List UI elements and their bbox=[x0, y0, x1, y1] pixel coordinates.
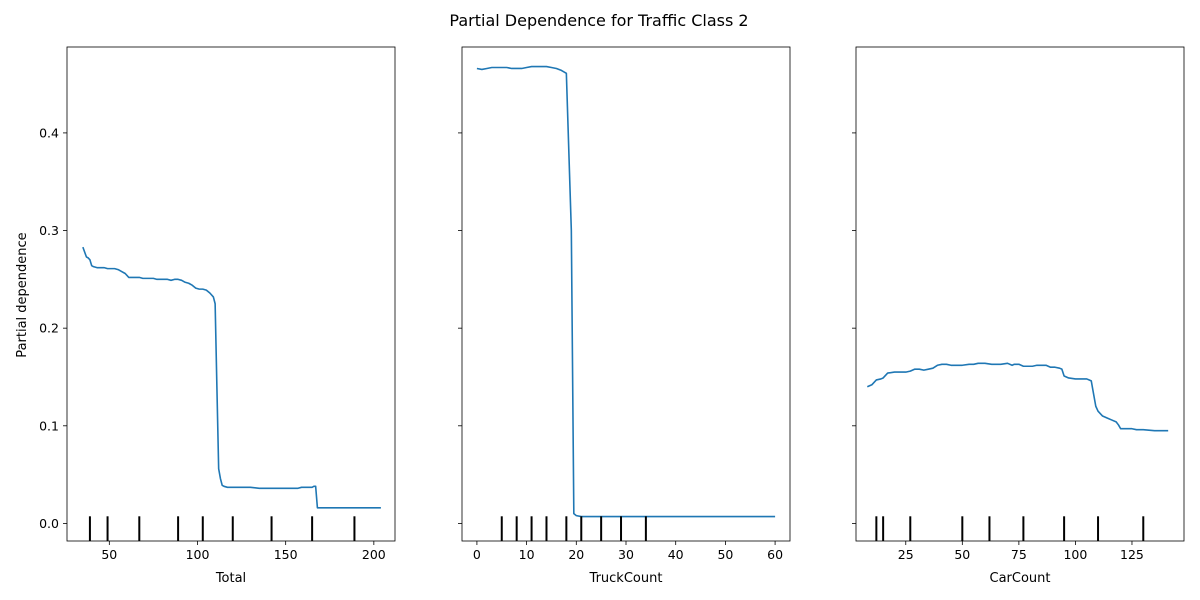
x-tick-label: 25 bbox=[898, 547, 914, 562]
x-tick-label: 10 bbox=[519, 547, 535, 562]
y-tick-label: 0.4 bbox=[39, 125, 59, 140]
x-tick-label: 30 bbox=[618, 547, 634, 562]
x-axis-label: Total bbox=[215, 571, 246, 586]
x-tick-label: 75 bbox=[1011, 547, 1027, 562]
axes-frame bbox=[66, 46, 396, 542]
x-axis-label: CarCount bbox=[990, 571, 1051, 586]
y-tick-label: 0.2 bbox=[39, 321, 59, 336]
subplot-carcount: 25 50 75 100 125 CarCount bbox=[852, 46, 1185, 586]
x-tick-label: 100 bbox=[186, 547, 210, 562]
subplot-truckcount: 0 10 20 30 40 50 60 TruckCount bbox=[458, 46, 791, 586]
y-tick-label: 0.3 bbox=[39, 223, 59, 238]
x-tick-label: 125 bbox=[1120, 547, 1144, 562]
pd-line bbox=[866, 362, 1169, 432]
subplot-group: 50 100 150 200 Total 0.0 0.1 0.2 0.3 0.4 0 10 20 30 40… bbox=[39, 46, 1185, 586]
y-tick-label: 0.1 bbox=[39, 418, 59, 433]
subplot-total: 50 100 150 200 Total 0.0 0.1 0.2 0.3 0.4 bbox=[39, 46, 396, 586]
x-tick-label: 150 bbox=[274, 547, 298, 562]
x-tick-label: 50 bbox=[954, 547, 970, 562]
x-tick-label: 100 bbox=[1063, 547, 1087, 562]
x-tick-label: 40 bbox=[668, 547, 684, 562]
x-tick-label: 20 bbox=[568, 547, 584, 562]
y-axis-label: Partial dependence bbox=[15, 232, 30, 357]
x-tick-label: 200 bbox=[362, 547, 386, 562]
x-axis-label: TruckCount bbox=[589, 571, 663, 586]
pd-line bbox=[476, 65, 776, 518]
axes-frame bbox=[855, 46, 1185, 542]
pd-line bbox=[82, 246, 381, 509]
x-tick-label: 60 bbox=[767, 547, 783, 562]
y-tick-label: 0.0 bbox=[39, 516, 59, 531]
x-tick-label: 50 bbox=[101, 547, 117, 562]
chart-title: Partial Dependence for Traffic Class 2 bbox=[449, 11, 748, 30]
x-tick-label: 0 bbox=[473, 547, 481, 562]
x-tick-label: 50 bbox=[717, 547, 733, 562]
